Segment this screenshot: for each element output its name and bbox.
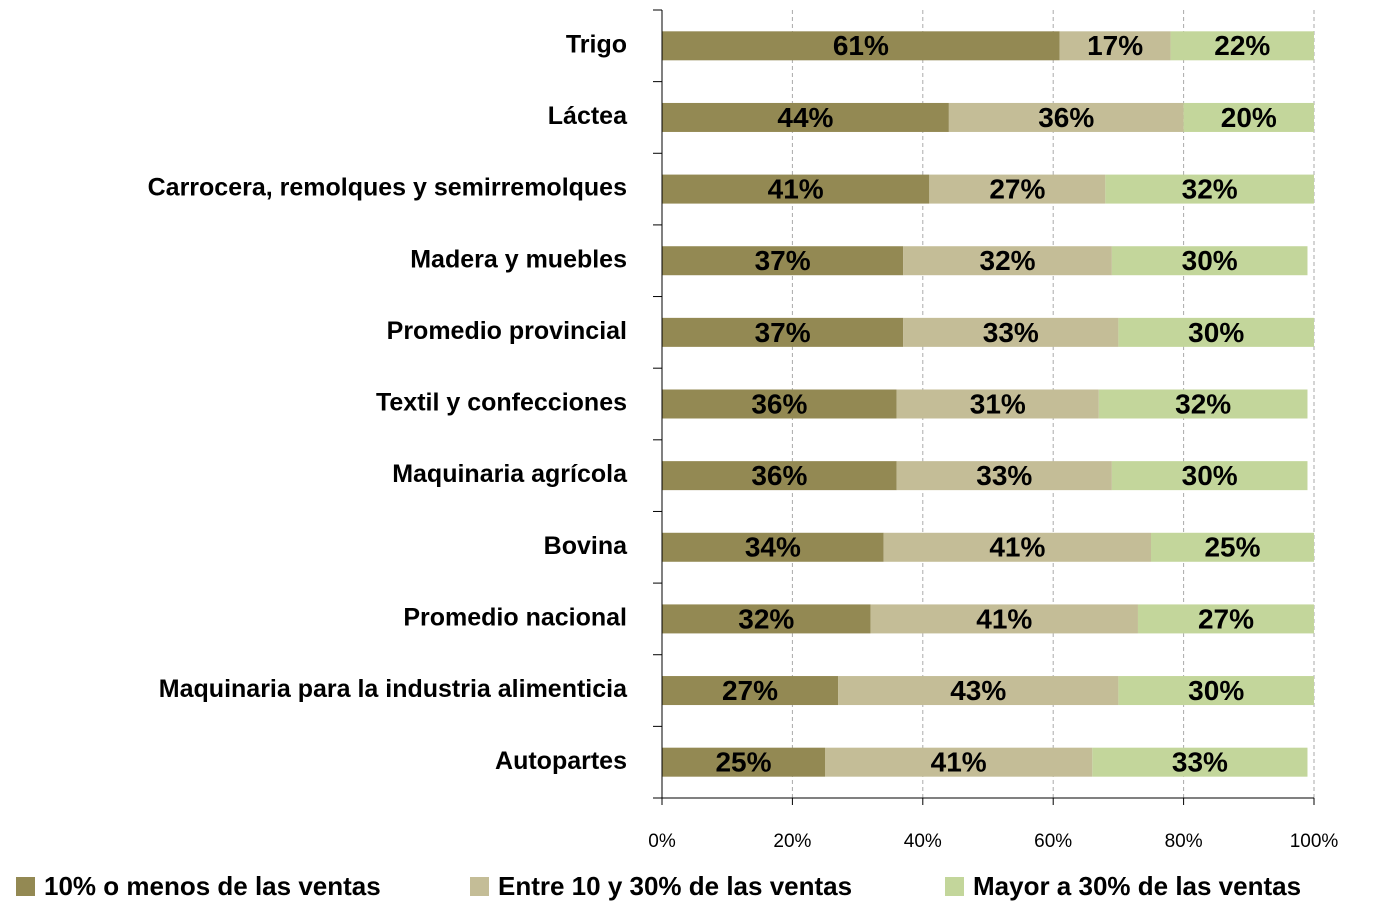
value-label: 27% (989, 173, 1045, 204)
value-label: 61% (833, 30, 889, 61)
value-label: 33% (976, 460, 1032, 491)
bar-segment (896, 389, 1099, 419)
value-label: 41% (976, 603, 1032, 634)
x-tick-label: 0% (648, 831, 676, 852)
bar-segment (662, 317, 904, 347)
bar-segment (870, 604, 1138, 634)
bar-segment (1137, 604, 1314, 634)
value-label: 41% (989, 532, 1045, 563)
bar-segment (662, 31, 1060, 61)
bar-segment (662, 389, 897, 419)
value-label: 32% (980, 245, 1036, 276)
bar-segment (1092, 747, 1308, 777)
bar-segment (662, 532, 884, 562)
bar-segment (825, 747, 1093, 777)
bar-segment (1059, 31, 1171, 61)
bar-segment (1170, 31, 1314, 61)
category-label: Madera y muebles (410, 245, 627, 273)
value-label: 36% (751, 388, 807, 419)
value-label: 43% (950, 675, 1006, 706)
value-label: 31% (970, 388, 1026, 419)
category-label: Carrocera, remolques y semirremolques (148, 174, 627, 202)
value-label: 41% (768, 173, 824, 204)
value-label: 37% (755, 245, 811, 276)
legend-label: Entre 10 y 30% de las ventas (498, 871, 852, 901)
bar-segment (903, 317, 1119, 347)
value-label: 34% (745, 532, 801, 563)
value-label: 41% (931, 747, 987, 778)
bar-segment (948, 102, 1184, 132)
bar-segment (1183, 102, 1314, 132)
x-tick-label: 60% (1034, 831, 1072, 852)
bar-segment (1118, 317, 1314, 347)
bar-segment (662, 102, 949, 132)
bar-segment (838, 676, 1119, 706)
category-label: Láctea (548, 102, 628, 130)
bar-segment (929, 174, 1106, 204)
value-label: 33% (983, 317, 1039, 348)
value-label: 25% (1204, 532, 1260, 563)
bar-segment (1111, 461, 1308, 491)
value-label: 30% (1182, 460, 1238, 491)
x-tick-label: 80% (1165, 831, 1203, 852)
value-label: 36% (751, 460, 807, 491)
value-label: 17% (1087, 30, 1143, 61)
bar-segment (662, 676, 839, 706)
x-tick-label: 20% (773, 831, 811, 852)
legend-swatch (16, 877, 35, 896)
bar-segment (662, 174, 930, 204)
bar-segment (903, 246, 1112, 276)
bar-segment (1105, 174, 1314, 204)
value-label: 27% (1198, 603, 1254, 634)
value-label: 32% (1182, 173, 1238, 204)
value-label: 30% (1188, 675, 1244, 706)
value-label: 32% (1175, 388, 1231, 419)
value-label: 44% (777, 102, 833, 133)
value-label: 25% (715, 747, 771, 778)
x-tick-label: 40% (904, 831, 942, 852)
bar-segment (1151, 532, 1314, 562)
value-label: 33% (1172, 747, 1228, 778)
category-label: Autopartes (495, 747, 627, 775)
category-label: Maquinaria para la industria alimenticia (159, 675, 628, 703)
category-label: Promedio provincial (387, 317, 627, 345)
category-label: Maquinaria agrícola (392, 460, 628, 488)
value-label: 22% (1214, 30, 1270, 61)
category-label: Textil y confecciones (376, 389, 627, 417)
value-label: 30% (1188, 317, 1244, 348)
bar-segment (883, 532, 1151, 562)
bar-segment (662, 604, 871, 634)
category-label: Promedio nacional (403, 604, 627, 632)
x-tick-label: 100% (1290, 831, 1339, 852)
bar-segment (1118, 676, 1314, 706)
value-label: 37% (755, 317, 811, 348)
legend-swatch (470, 877, 489, 896)
category-label: Bovina (544, 532, 628, 560)
bar-segment (662, 246, 904, 276)
legend-label: Mayor a 30% de las ventas (973, 871, 1301, 901)
value-label: 32% (738, 603, 794, 634)
bar-segment (896, 461, 1112, 491)
legend-swatch (945, 877, 964, 896)
value-label: 30% (1182, 245, 1238, 276)
category-label: Trigo (566, 30, 627, 58)
bar-segment (662, 461, 897, 491)
bar-segment (662, 747, 825, 777)
value-label: 36% (1038, 102, 1094, 133)
legend-label: 10% o menos de las ventas (44, 871, 381, 901)
bar-segment (1111, 246, 1308, 276)
value-label: 27% (722, 675, 778, 706)
bar-segment (1098, 389, 1308, 419)
value-label: 20% (1221, 102, 1277, 133)
